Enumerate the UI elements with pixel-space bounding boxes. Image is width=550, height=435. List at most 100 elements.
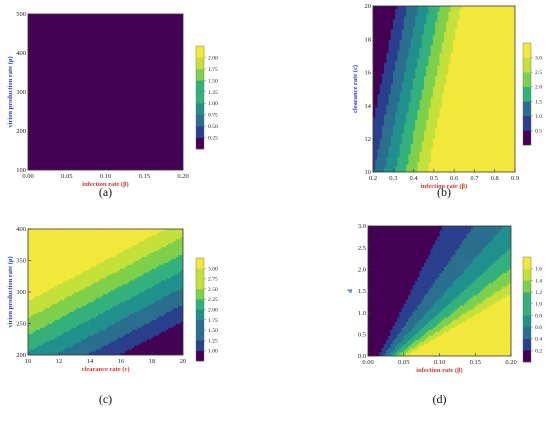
heatmap-cell bbox=[66, 16, 70, 20]
heatmap-cell bbox=[86, 150, 89, 154]
heatmap-cell bbox=[166, 89, 169, 93]
heatmap-cell bbox=[392, 6, 396, 9]
heatmap-cell bbox=[379, 26, 383, 30]
heatmap-cell bbox=[144, 143, 148, 146]
heatmap-cell bbox=[141, 96, 145, 100]
heatmap-cell bbox=[117, 62, 121, 66]
heatmap-cell bbox=[47, 82, 51, 86]
heatmap-cell bbox=[37, 92, 41, 95]
heatmap-cell bbox=[392, 94, 396, 98]
heatmap-cell bbox=[180, 35, 183, 39]
heatmap-cell bbox=[151, 150, 155, 154]
heatmap-cell bbox=[93, 113, 97, 117]
heatmap-cell bbox=[83, 111, 87, 115]
heatmap-cell bbox=[132, 106, 135, 110]
heatmap-cell bbox=[168, 123, 172, 127]
heatmap-cell bbox=[95, 123, 99, 127]
heatmap-cell bbox=[127, 40, 131, 44]
heatmap-cell bbox=[379, 99, 383, 103]
heatmap-cell bbox=[379, 96, 383, 100]
heatmap-cell bbox=[151, 152, 155, 156]
heatmap-cell bbox=[156, 57, 160, 61]
heatmap-cell bbox=[149, 155, 152, 159]
heatmap-cell bbox=[115, 152, 118, 156]
heatmap-cell bbox=[144, 35, 148, 39]
heatmap-cell bbox=[124, 162, 128, 166]
heatmap-cell bbox=[71, 106, 75, 110]
heatmap-cell bbox=[64, 167, 68, 170]
heatmap-cell bbox=[71, 135, 75, 139]
heatmap-cell bbox=[76, 99, 80, 103]
heatmap-cell bbox=[100, 43, 104, 47]
heatmap-cell bbox=[373, 159, 376, 162]
heatmap-cell bbox=[40, 87, 43, 90]
heatmap-cell bbox=[146, 72, 150, 76]
legend-tick-label: 0.25 bbox=[208, 136, 218, 142]
heatmap-cell bbox=[98, 165, 101, 168]
heatmap-cell bbox=[153, 126, 157, 129]
heatmap-cell bbox=[136, 96, 140, 100]
heatmap-cell bbox=[98, 77, 101, 81]
heatmap-cell bbox=[375, 96, 378, 100]
heatmap-cell bbox=[35, 135, 39, 139]
heatmap-cell bbox=[74, 48, 77, 51]
heatmap-cell bbox=[59, 72, 63, 76]
heatmap-cell bbox=[180, 138, 183, 142]
heatmap-cell bbox=[54, 62, 58, 66]
heatmap-cell bbox=[64, 74, 68, 78]
heatmap-cell bbox=[74, 126, 77, 129]
heatmap-cell bbox=[373, 161, 376, 165]
heatmap-cell bbox=[178, 87, 181, 90]
heatmap-cell bbox=[71, 109, 75, 112]
heatmap-cell bbox=[377, 101, 381, 105]
heatmap-cell bbox=[57, 79, 60, 83]
heatmap-cell bbox=[139, 96, 143, 100]
heatmap-cell bbox=[173, 123, 177, 127]
heatmap-cell bbox=[168, 89, 172, 93]
heatmap-cell bbox=[168, 143, 172, 146]
heatmap-cell bbox=[78, 40, 82, 44]
heatmap-cell bbox=[141, 94, 145, 98]
heatmap-cell bbox=[153, 123, 157, 127]
heatmap-cell bbox=[397, 16, 400, 20]
heatmap-cell bbox=[390, 55, 394, 59]
heatmap-cell bbox=[122, 133, 126, 137]
heatmap-cell bbox=[76, 55, 80, 59]
heatmap-cell bbox=[151, 82, 155, 86]
heatmap-cell bbox=[61, 96, 65, 100]
heatmap-cell bbox=[390, 122, 394, 126]
heatmap-cell bbox=[178, 55, 181, 59]
heatmap-cell bbox=[88, 104, 92, 107]
heatmap-cell bbox=[386, 138, 389, 142]
heatmap-cell bbox=[40, 104, 43, 107]
heatmap-cell bbox=[395, 68, 398, 72]
heatmap-cell bbox=[83, 84, 87, 88]
heatmap-cell bbox=[127, 57, 131, 61]
heatmap-cell bbox=[112, 111, 116, 115]
heatmap-cell bbox=[129, 135, 133, 139]
heatmap-cell bbox=[120, 150, 123, 154]
color-legend: 0.250.500.751.001.251.501.752.00 bbox=[195, 45, 218, 150]
heatmap-cell bbox=[100, 96, 104, 100]
heatmap-cell bbox=[373, 6, 376, 9]
heatmap-cell bbox=[146, 67, 150, 71]
heatmap-cell bbox=[132, 14, 135, 17]
heatmap-cell bbox=[103, 96, 106, 100]
heatmap-cell bbox=[42, 79, 46, 83]
heatmap-cell bbox=[390, 109, 394, 113]
heatmap-cell bbox=[57, 96, 60, 100]
heatmap-cell bbox=[90, 162, 94, 166]
heatmap-cell bbox=[112, 45, 116, 49]
heatmap-cell bbox=[399, 109, 403, 113]
heatmap-cell bbox=[178, 89, 181, 93]
heatmap-cell bbox=[95, 50, 99, 54]
heatmap-cell bbox=[28, 121, 31, 125]
heatmap-cell bbox=[40, 40, 43, 44]
heatmap-cell bbox=[47, 60, 51, 64]
heatmap-cell bbox=[30, 21, 34, 25]
heatmap-cell bbox=[105, 18, 109, 22]
heatmap-cell bbox=[170, 118, 174, 122]
heatmap-cell bbox=[144, 140, 148, 144]
heatmap-cell bbox=[61, 140, 65, 144]
heatmap-cell bbox=[151, 155, 155, 159]
